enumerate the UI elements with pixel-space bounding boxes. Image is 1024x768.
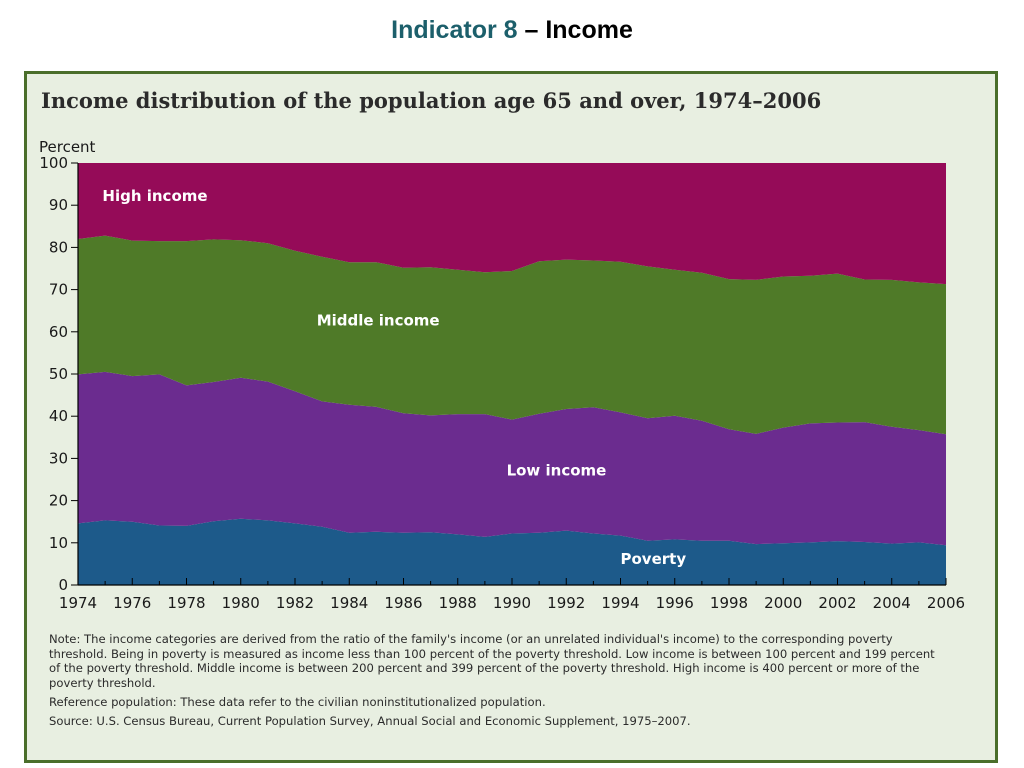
- area-high-income: [78, 163, 946, 285]
- x-tick-label: 1982: [276, 594, 314, 612]
- slide-title: Indicator 8 – Income: [0, 16, 1024, 45]
- area-poverty: [78, 518, 946, 585]
- y-tick-label: 0: [58, 576, 68, 594]
- x-tick-label: 1978: [167, 594, 205, 612]
- x-tick-label: 1994: [601, 594, 639, 612]
- chart-title: Income distribution of the population ag…: [41, 88, 822, 113]
- chart-panel: Income distribution of the population ag…: [24, 71, 998, 763]
- reference-text: Reference population: These data refer t…: [49, 694, 546, 709]
- x-tick-label: 1974: [59, 594, 97, 612]
- y-tick-label: 80: [49, 238, 68, 256]
- area-low-income: [78, 371, 946, 546]
- slide-title-topic: – Income: [517, 16, 633, 44]
- area-chart: Poverty Low income Middle income High incom…: [39, 138, 965, 612]
- x-tick-label: 1998: [710, 594, 748, 612]
- y-tick-label: 50: [49, 365, 68, 383]
- x-tick-label: 2000: [764, 594, 802, 612]
- y-tick-label: 10: [49, 534, 68, 552]
- y-tick-label: 30: [49, 449, 68, 467]
- x-tick-label: 1996: [656, 594, 694, 612]
- x-tick-label: 1976: [113, 594, 151, 612]
- source-text: Source: U.S. Census Bureau, Current Popu…: [49, 713, 691, 728]
- y-axis-title: Percent: [39, 138, 96, 156]
- y-tick-label: 20: [49, 492, 68, 510]
- series-label-poverty: Poverty: [621, 550, 687, 568]
- x-tick-label: 2006: [927, 594, 965, 612]
- area-middle-income: [78, 235, 946, 435]
- x-tick-label: 1986: [384, 594, 422, 612]
- note-text: Note: The income categories are derived …: [49, 632, 935, 691]
- x-tick-label: 1992: [547, 594, 585, 612]
- series-label-high-income: High income: [102, 187, 207, 205]
- y-tick-label: 60: [49, 323, 68, 341]
- chart-notes: Note: The income categories are derived …: [49, 632, 949, 732]
- slide-title-indicator: Indicator 8: [391, 16, 518, 44]
- x-tick-label: 1984: [330, 594, 368, 612]
- x-tick-label: 1990: [493, 594, 531, 612]
- y-tick-label: 90: [49, 196, 68, 214]
- series-label-low-income: Low income: [507, 461, 607, 479]
- series-label-middle-income: Middle income: [317, 311, 440, 329]
- x-tick-label: 2004: [873, 594, 911, 612]
- x-tick-label: 1988: [439, 594, 477, 612]
- x-tick-label: 2002: [818, 594, 856, 612]
- y-tick-label: 100: [39, 154, 68, 172]
- y-tick-label: 70: [49, 281, 68, 299]
- y-tick-label: 40: [49, 407, 68, 425]
- x-tick-label: 1980: [222, 594, 260, 612]
